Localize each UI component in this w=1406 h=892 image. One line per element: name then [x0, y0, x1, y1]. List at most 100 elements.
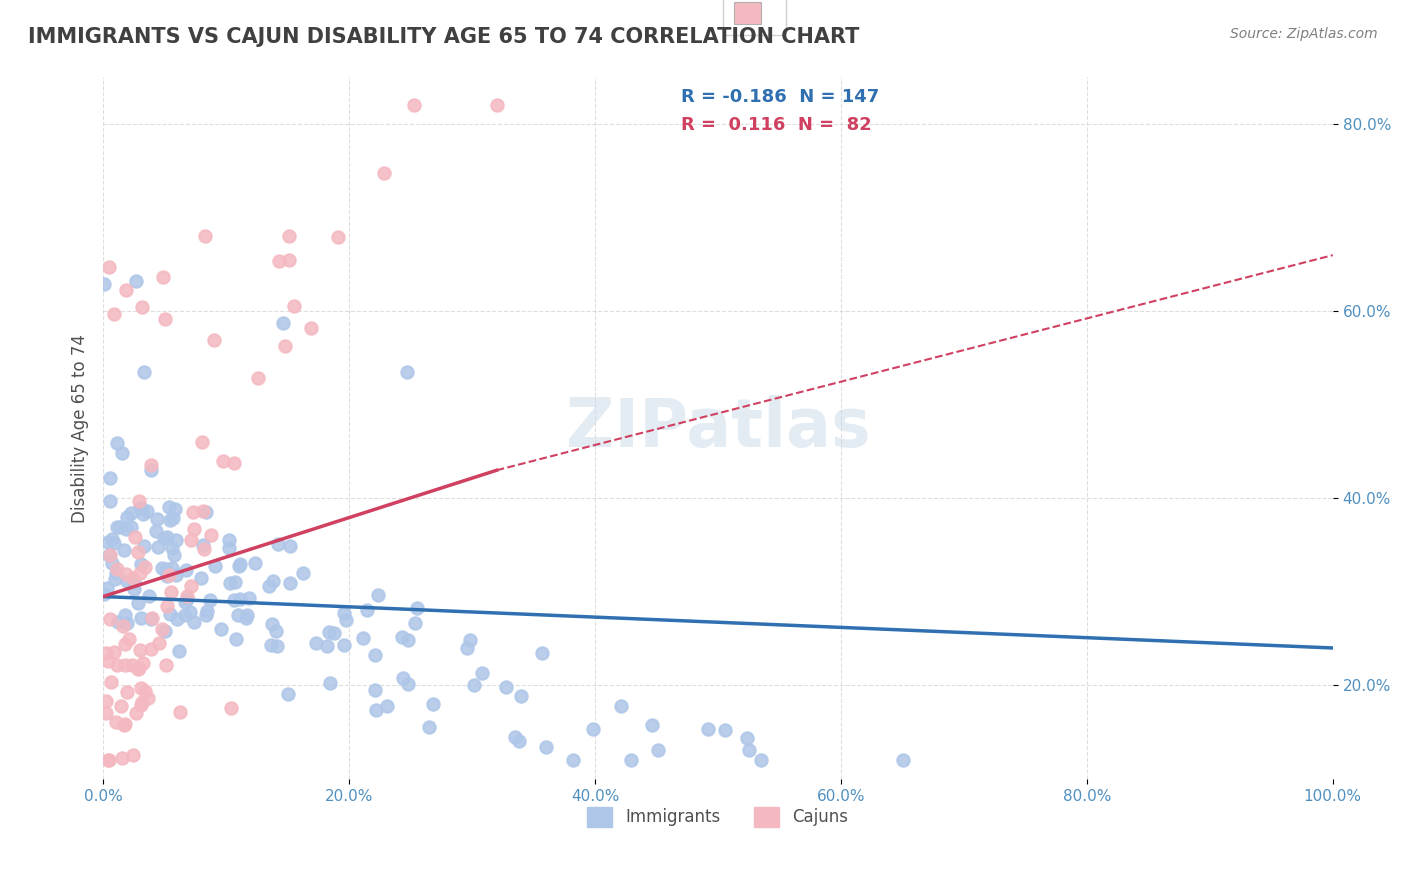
Point	[153, 531, 176, 545]
Point	[277, 228, 299, 243]
Point	[156, 568, 179, 582]
Point	[139, 612, 162, 626]
Point	[163, 549, 186, 563]
Point	[305, 635, 328, 649]
Point	[640, 718, 662, 732]
Point	[620, 753, 643, 767]
Point	[124, 582, 146, 596]
Point	[94, 706, 117, 720]
Point	[112, 718, 135, 732]
Point	[101, 557, 124, 571]
Point	[148, 540, 170, 554]
Point	[236, 607, 259, 622]
Point	[132, 365, 155, 379]
Point	[292, 566, 315, 581]
Point	[150, 561, 173, 575]
Point	[274, 339, 297, 353]
Point	[159, 513, 181, 527]
Point	[93, 277, 115, 291]
Point	[96, 694, 118, 708]
Point	[100, 675, 122, 690]
Point	[352, 632, 374, 646]
Point	[277, 688, 299, 702]
Point	[318, 625, 340, 640]
Point	[134, 684, 156, 698]
Point	[103, 536, 125, 550]
Point	[139, 458, 162, 473]
Point	[131, 300, 153, 314]
Point	[138, 590, 160, 604]
Point	[93, 587, 115, 601]
Point	[222, 456, 245, 470]
Point	[107, 436, 129, 450]
Point	[145, 524, 167, 538]
Point	[266, 639, 288, 653]
Point	[697, 722, 720, 736]
Point	[136, 690, 159, 705]
Point	[228, 558, 250, 573]
Point	[333, 638, 356, 652]
Point	[356, 603, 378, 617]
Point	[118, 632, 141, 646]
Point	[94, 646, 117, 660]
Point	[134, 539, 156, 553]
Point	[141, 611, 163, 625]
Point	[328, 230, 350, 244]
Point	[128, 660, 150, 674]
Point	[127, 596, 149, 610]
Point	[319, 675, 342, 690]
Point	[209, 623, 232, 637]
Point	[114, 717, 136, 731]
Point	[225, 632, 247, 647]
Point	[105, 520, 128, 534]
Point	[562, 753, 585, 767]
Point	[235, 611, 257, 625]
Point	[96, 581, 118, 595]
Point	[173, 607, 195, 622]
Point	[112, 619, 135, 633]
Point	[115, 615, 138, 630]
Point	[609, 699, 631, 714]
Point	[176, 563, 198, 577]
Point	[117, 685, 139, 699]
Point	[115, 522, 138, 536]
Point	[129, 501, 152, 516]
Point	[257, 579, 280, 593]
Point	[194, 228, 217, 243]
Point	[125, 706, 148, 721]
Point	[165, 502, 187, 516]
Point	[463, 678, 485, 692]
Point	[136, 504, 159, 518]
Point	[202, 333, 225, 347]
Point	[194, 505, 217, 519]
Point	[129, 643, 152, 657]
Point	[181, 505, 204, 519]
Point	[114, 607, 136, 622]
Point	[107, 615, 129, 629]
Point	[105, 657, 128, 672]
Point	[121, 571, 143, 585]
Point	[104, 573, 127, 587]
Text: IMMIGRANTS VS CAJUN DISABILITY AGE 65 TO 74 CORRELATION CHART: IMMIGRANTS VS CAJUN DISABILITY AGE 65 TO…	[28, 27, 859, 46]
Point	[395, 365, 418, 379]
Point	[160, 541, 183, 555]
Point	[129, 611, 152, 625]
Point	[211, 454, 233, 468]
Point	[96, 753, 118, 767]
Point	[129, 681, 152, 695]
Point	[218, 533, 240, 547]
Point	[891, 753, 914, 767]
Point	[392, 671, 415, 685]
Point	[155, 562, 177, 576]
Point	[156, 530, 179, 544]
Point	[98, 260, 121, 274]
Point	[110, 698, 132, 713]
Point	[316, 640, 339, 654]
Point	[266, 536, 288, 550]
Point	[485, 98, 508, 112]
Y-axis label: Disability Age 65 to 74: Disability Age 65 to 74	[72, 334, 89, 523]
Point	[122, 748, 145, 763]
Point	[503, 730, 526, 744]
Point	[197, 604, 219, 618]
Point	[198, 593, 221, 607]
